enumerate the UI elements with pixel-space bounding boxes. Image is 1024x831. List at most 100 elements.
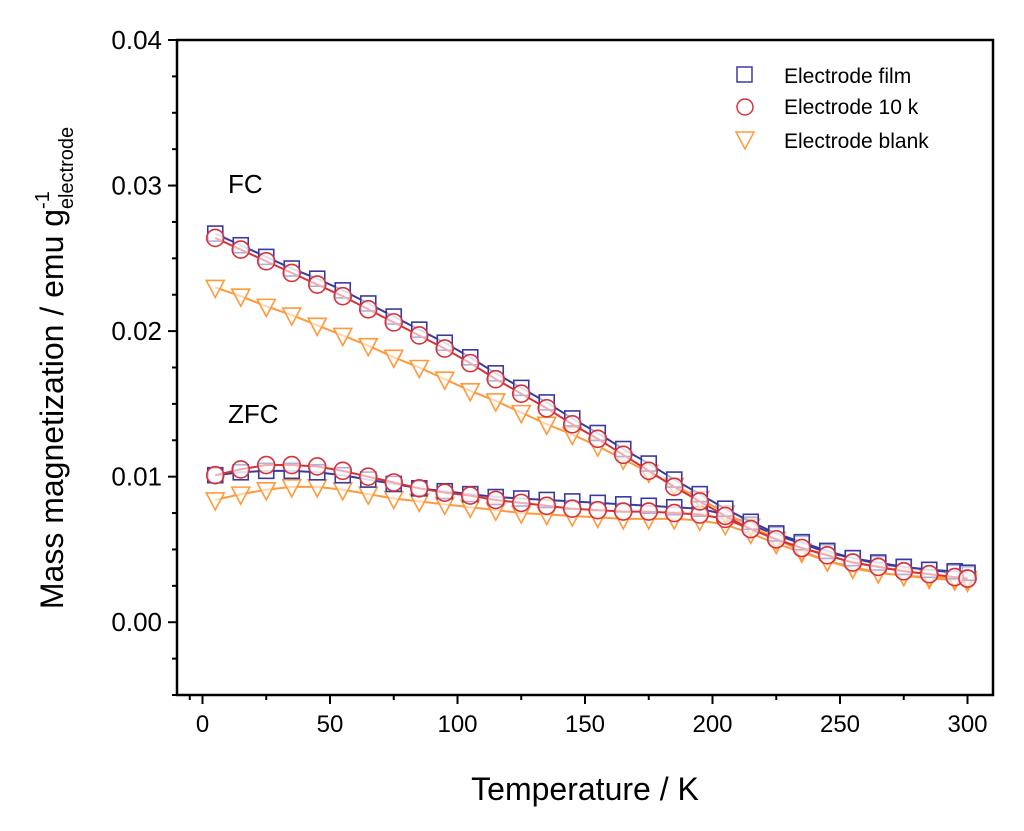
x-tick-label: 300	[947, 711, 987, 738]
legend-item-electrode-10k: Electrode 10 k	[736, 96, 919, 119]
legend-label: Electrode blank	[784, 130, 929, 153]
series-line	[214, 232, 968, 574]
y-axis-label: Mass magnetization / emu g-1 electrode	[32, 127, 78, 609]
data-point	[409, 326, 429, 345]
data-point	[256, 455, 276, 475]
axes: 0 50 100 150 200 250 300 0.00 0.01 0.02 0.03 0.04	[111, 25, 987, 738]
y-tick-label: 0.01	[111, 462, 162, 492]
data-point	[868, 557, 888, 577]
data-point	[435, 339, 455, 358]
data-point	[511, 384, 531, 404]
y-tick-label: 0.02	[111, 316, 162, 346]
data-point	[639, 502, 659, 521]
data-point	[230, 288, 252, 308]
annotation-zfc: ZFC	[228, 399, 279, 429]
y-tick-label: 0.03	[111, 171, 162, 201]
y-axis-label-sup: -1	[32, 191, 54, 209]
data-marks	[204, 225, 978, 594]
y-tick-label: 0.00	[111, 607, 162, 637]
y-axis-label-main: Mass magnetization / emu g	[34, 209, 70, 609]
data-point	[231, 460, 251, 479]
data-point	[204, 492, 226, 512]
data-point	[792, 538, 812, 558]
x-tick-label: 0	[196, 711, 209, 738]
data-point	[435, 483, 455, 502]
data-point	[383, 349, 405, 370]
x-axis-label: Temperature / K	[471, 771, 699, 807]
data-point	[817, 545, 837, 565]
data-point	[843, 553, 863, 572]
y-axis-label-sub: electrode	[56, 127, 78, 209]
data-point	[434, 371, 456, 391]
data-point	[460, 353, 480, 373]
x-tick-label: 250	[820, 711, 860, 738]
data-point	[486, 369, 506, 389]
data-point	[588, 429, 608, 449]
data-point	[664, 503, 684, 523]
data-point	[664, 477, 684, 497]
data-point	[486, 490, 506, 510]
series-electrode-10-k-fc	[205, 228, 977, 588]
data-point	[307, 457, 327, 476]
x-tick-label: 100	[437, 711, 477, 738]
x-tick-label: 150	[565, 711, 605, 738]
legend-item-electrode-blank: Electrode blank	[734, 130, 929, 153]
data-point	[358, 467, 378, 486]
data-point	[409, 479, 429, 498]
data-point	[460, 486, 480, 505]
data-point	[282, 263, 302, 283]
data-point	[588, 500, 608, 520]
data-point	[562, 499, 582, 518]
data-point	[408, 359, 430, 380]
data-point	[230, 486, 252, 506]
data-point	[562, 414, 582, 434]
data-point	[332, 327, 354, 348]
data-point	[384, 313, 404, 332]
legend-item-electrode-film: Electrode film	[736, 65, 911, 88]
data-point	[741, 519, 761, 539]
series-line	[214, 237, 968, 580]
data-point	[510, 404, 532, 425]
legend-triangle-marker	[734, 131, 756, 151]
legend: Electrode film Electrode 10 k Electrode …	[734, 65, 929, 153]
legend-circle-marker	[736, 98, 754, 116]
legend-label: Electrode 10 k	[784, 96, 919, 119]
data-point	[958, 569, 977, 588]
data-point	[282, 455, 302, 475]
data-point	[639, 461, 659, 481]
data-point	[459, 382, 481, 403]
data-point	[485, 393, 507, 413]
data-point	[384, 473, 404, 492]
data-point	[281, 479, 303, 499]
data-point	[715, 506, 735, 526]
legend-label: Electrode film	[784, 65, 911, 88]
data-point	[231, 240, 251, 259]
legend-square-marker	[736, 66, 753, 83]
data-point	[333, 286, 353, 306]
data-point	[255, 298, 277, 319]
data-point	[205, 228, 225, 248]
data-point	[919, 564, 939, 584]
data-point	[256, 251, 276, 271]
y-tick-label: 0.04	[111, 25, 162, 55]
data-point	[690, 492, 710, 511]
data-point	[307, 275, 327, 294]
x-tick-label: 50	[317, 711, 344, 738]
data-point	[766, 529, 786, 549]
x-tick-label: 200	[692, 711, 732, 738]
data-point	[358, 299, 378, 319]
annotation-fc: FC	[228, 169, 263, 199]
data-point	[205, 465, 225, 485]
data-point	[306, 317, 328, 337]
data-point	[357, 337, 379, 358]
data-point	[255, 481, 277, 502]
data-point	[204, 279, 226, 300]
data-point	[613, 445, 633, 465]
data-point	[613, 502, 633, 521]
data-point	[537, 496, 557, 516]
data-point	[511, 493, 531, 513]
data-point	[537, 398, 557, 418]
data-point	[333, 461, 353, 481]
data-point	[281, 307, 303, 327]
